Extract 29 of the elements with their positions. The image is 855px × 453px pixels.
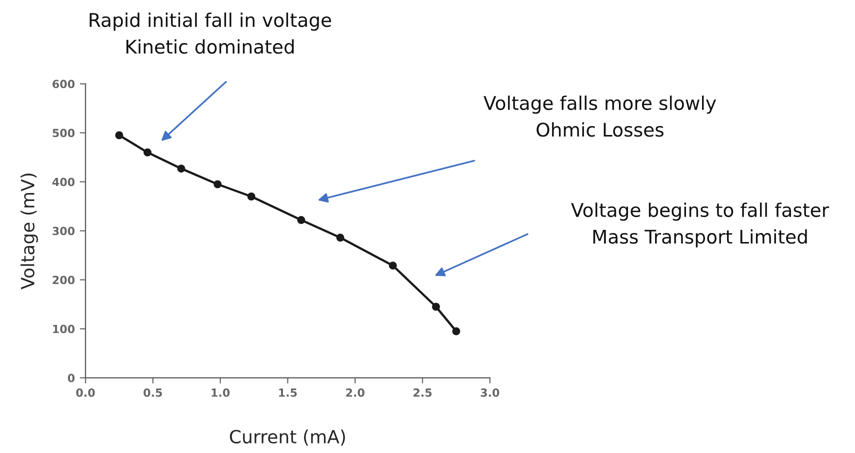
text: Rapid initial fall in voltage Kinetic dominated bbox=[90, 12, 332, 54]
x-tick-label: 2.0 bbox=[346, 388, 364, 397]
x-axis-title: Current (mA) bbox=[230, 430, 345, 446]
x-tick-label: 1.0 bbox=[212, 388, 230, 397]
point bbox=[336, 234, 344, 242]
y-tick-label: 400 bbox=[52, 178, 75, 186]
y-tick-label: 200 bbox=[52, 276, 75, 284]
y-axis-title: Voltage (mV) bbox=[20, 174, 38, 290]
x-tick-label: 0.5 bbox=[144, 388, 162, 397]
y-tick-label: 600 bbox=[52, 80, 75, 88]
point bbox=[432, 302, 440, 311]
text: Voltage begins to fall faster Mass Transport Limited bbox=[571, 202, 830, 248]
y-tick-label: 0 bbox=[68, 374, 75, 382]
y-tick-label: 100 bbox=[53, 324, 75, 334]
x-tick-label: 3.0 bbox=[480, 388, 500, 397]
point bbox=[214, 180, 222, 188]
point bbox=[115, 131, 124, 140]
point bbox=[388, 262, 397, 270]
x-tick-label: 0.0 bbox=[76, 388, 95, 397]
annotation: Voltage falls more slowly Ohmic Losses bbox=[484, 96, 716, 137]
x-tick-label: 1.5 bbox=[279, 388, 297, 397]
x-tick-label: 2.5 bbox=[414, 388, 432, 397]
point bbox=[177, 164, 186, 173]
y-tick-label: 300 bbox=[52, 226, 75, 236]
point bbox=[144, 148, 152, 156]
point bbox=[452, 327, 460, 336]
point bbox=[247, 192, 256, 200]
point bbox=[297, 216, 306, 224]
y-tick-label: 500 bbox=[52, 128, 75, 138]
